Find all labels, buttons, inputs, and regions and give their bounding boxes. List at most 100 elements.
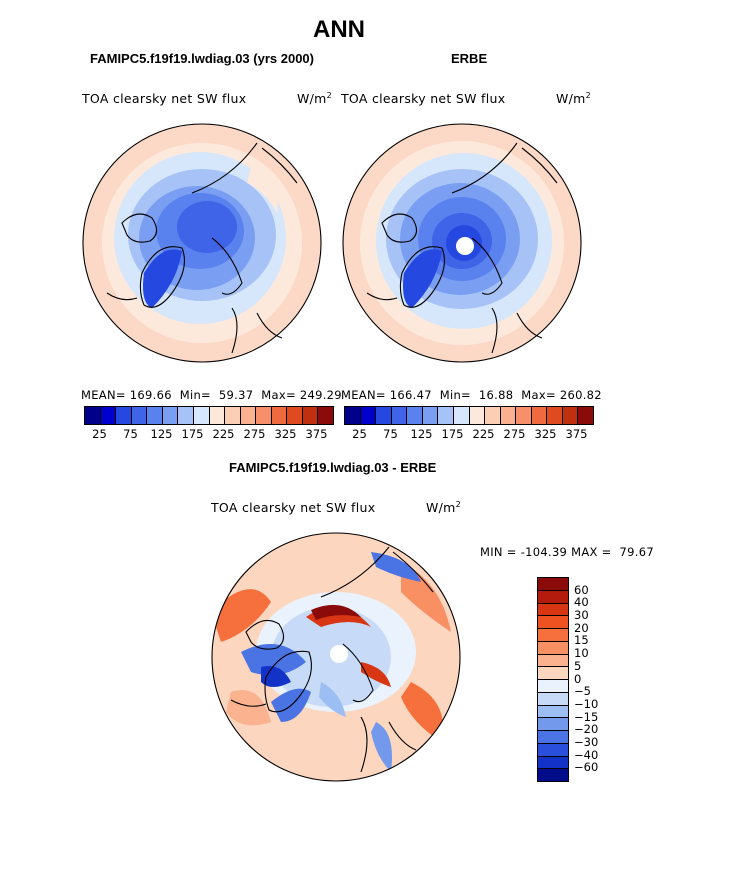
colorbar-tick-label: 325 <box>274 427 297 441</box>
colorbar-tick-label: −30 <box>574 734 599 749</box>
colorbar-swatch <box>469 407 486 424</box>
colorbar-swatch <box>256 407 272 424</box>
colorbar-swatch <box>85 407 101 424</box>
colorbar-swatch <box>538 680 568 693</box>
model-colorbar <box>84 406 334 425</box>
colorbar-swatch <box>538 616 568 629</box>
colorbar-swatch <box>178 407 194 424</box>
colorbar-tick-label: 375 <box>565 427 588 441</box>
colorbar-swatch <box>131 407 148 424</box>
colorbar-swatch <box>538 654 568 668</box>
colorbar-tick-label: 15 <box>574 633 589 648</box>
colorbar-swatch <box>193 407 210 424</box>
colorbar-swatch <box>422 407 439 424</box>
model-stats: MEAN= 169.66 Min= 59.37 Max= 249.29 <box>81 388 342 402</box>
diff-colorbar-labels: 60 40 30 20 15 10 5 0 −5 −10 −15 −20 −30 −40 −60 <box>574 577 624 780</box>
colorbar-tick-label: 5 <box>574 658 582 673</box>
colorbar-tick-label: 40 <box>574 595 589 610</box>
season-title: ANN <box>313 16 365 43</box>
diff-min-max: MIN = -104.39 MAX = 79.67 <box>480 545 654 559</box>
colorbar-swatch <box>538 590 568 604</box>
colorbar-swatch <box>547 407 563 424</box>
colorbar-swatch <box>538 578 568 591</box>
colorbar-tick-label: −40 <box>574 747 599 762</box>
colorbar-tick-label: 125 <box>410 427 433 441</box>
colorbar-swatch <box>538 629 568 642</box>
colorbar-tick-label: 225 <box>472 427 495 441</box>
colorbar-swatch <box>538 731 568 744</box>
colorbar-swatch <box>302 407 319 424</box>
colorbar-swatch <box>271 407 288 424</box>
colorbar-swatch <box>538 705 568 719</box>
colorbar-swatch <box>516 407 532 424</box>
model-units-label: W/m2 <box>297 91 333 107</box>
colorbar-tick-label: −5 <box>574 684 591 699</box>
diff-title: FAMIPC5.f19f19.lwdiag.03 - ERBE <box>229 460 437 475</box>
obs-colorbar <box>344 406 594 425</box>
colorbar-swatch <box>538 769 568 781</box>
colorbar-swatch <box>345 407 361 424</box>
colorbar-tick-label: −20 <box>574 722 599 737</box>
colorbar-swatch <box>500 407 517 424</box>
diff-variable-label: TOA clearsky net SW flux <box>211 500 376 515</box>
colorbar-tick-label: 75 <box>123 427 138 441</box>
colorbar-swatch <box>562 407 579 424</box>
diff-colorbar <box>537 577 569 782</box>
obs-panel-title: ERBE <box>451 51 488 66</box>
colorbar-tick-label: −60 <box>574 760 599 775</box>
colorbar-tick-label: 125 <box>150 427 173 441</box>
colorbar-tick-label: 175 <box>181 427 204 441</box>
colorbar-tick-label: −10 <box>574 696 599 711</box>
colorbar-tick-label: 325 <box>534 427 557 441</box>
obs-polar-map <box>342 123 582 363</box>
colorbar-tick-label: 275 <box>503 427 526 441</box>
colorbar-tick-label: 225 <box>212 427 235 441</box>
colorbar-swatch <box>453 407 470 424</box>
colorbar-tick-label: 375 <box>305 427 328 441</box>
colorbar-swatch <box>147 407 163 424</box>
colorbar-tick-label: 25 <box>352 427 367 441</box>
colorbar-swatch <box>538 743 568 757</box>
colorbar-swatch <box>360 407 377 424</box>
colorbar-swatch <box>538 603 568 617</box>
colorbar-swatch <box>100 407 117 424</box>
diff-polar-map <box>211 532 461 782</box>
model-panel-title: FAMIPC5.f19f19.lwdiag.03 (yrs 2000) <box>90 51 314 66</box>
colorbar-swatch <box>538 756 568 770</box>
colorbar-tick-label: 175 <box>441 427 464 441</box>
colorbar-swatch <box>485 407 501 424</box>
colorbar-swatch <box>162 407 179 424</box>
colorbar-swatch <box>240 407 257 424</box>
colorbar-swatch <box>209 407 226 424</box>
colorbar-swatch <box>531 407 548 424</box>
colorbar-tick-label: 60 <box>574 582 589 597</box>
colorbar-swatch <box>287 407 303 424</box>
colorbar-swatch <box>376 407 392 424</box>
colorbar-tick-label: 10 <box>574 646 589 661</box>
diff-units-label: W/m2 <box>426 500 462 516</box>
model-variable-label: TOA clearsky net SW flux <box>82 91 247 106</box>
colorbar-swatch <box>407 407 423 424</box>
obs-variable-label: TOA clearsky net SW flux <box>341 91 506 106</box>
obs-units-label: W/m2 <box>556 91 592 107</box>
model-colorbar-labels: 25 75 125 175 225 275 325 375 <box>84 427 332 441</box>
colorbar-swatch <box>391 407 408 424</box>
colorbar-swatch <box>116 407 132 424</box>
obs-stats: MEAN= 166.47 Min= 16.88 Max= 260.82 <box>341 388 602 402</box>
model-polar-map <box>82 123 322 363</box>
colorbar-tick-label: 30 <box>574 608 589 623</box>
colorbar-swatch <box>318 407 333 424</box>
colorbar-tick-label: 20 <box>574 620 589 635</box>
colorbar-swatch <box>438 407 454 424</box>
obs-colorbar-labels: 25 75 125 175 225 275 325 375 <box>344 427 592 441</box>
colorbar-swatch <box>538 667 568 680</box>
colorbar-swatch <box>538 718 568 731</box>
colorbar-swatch <box>225 407 241 424</box>
colorbar-tick-label: 75 <box>383 427 398 441</box>
colorbar-tick-label: −15 <box>574 709 599 724</box>
colorbar-swatch <box>538 641 568 655</box>
colorbar-swatch <box>578 407 593 424</box>
colorbar-tick-label: 0 <box>574 671 582 686</box>
colorbar-swatch <box>538 692 568 706</box>
colorbar-tick-label: 25 <box>92 427 107 441</box>
